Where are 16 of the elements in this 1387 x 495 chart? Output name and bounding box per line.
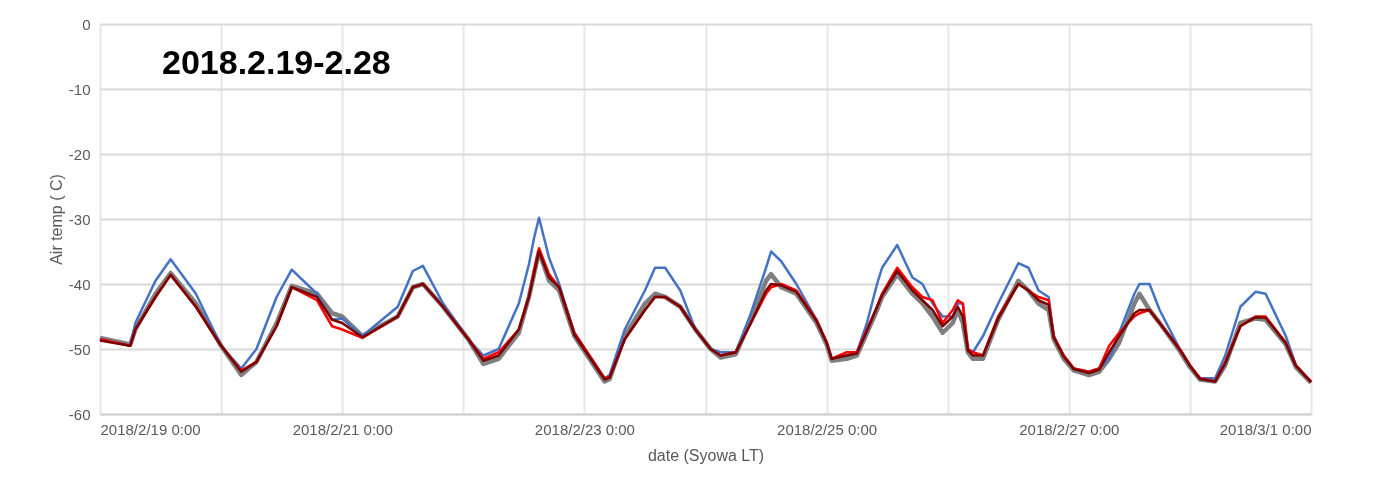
y-tick-label: -20	[68, 145, 91, 163]
text: 2018.2.19-2.28	[162, 43, 391, 81]
y-tick-label: -50	[68, 340, 91, 358]
x-tick-label: 2018/2/19 0:00	[100, 420, 201, 438]
x-tick-label: 2018/3/1 0:00	[1219, 420, 1312, 438]
x-tick-label: 2018/2/21 0:00	[292, 420, 393, 438]
y-axis-title: Air temp ( C)	[47, 174, 65, 265]
y-tick-label: -10	[68, 80, 91, 98]
x-tick-label: 2018/2/27 0:00	[1019, 420, 1120, 438]
y-tick-label: -40	[68, 275, 91, 293]
y-tick-label: 0	[82, 15, 91, 33]
x-axis-title: date (Syowa LT)	[647, 446, 765, 464]
x-tick-label: 2018/2/25 0:00	[777, 420, 878, 438]
x-tick-label: 2018/2/23 0:00	[534, 420, 635, 438]
y-tick-label: -60	[68, 405, 91, 423]
y-tick-label: -30	[68, 210, 91, 228]
